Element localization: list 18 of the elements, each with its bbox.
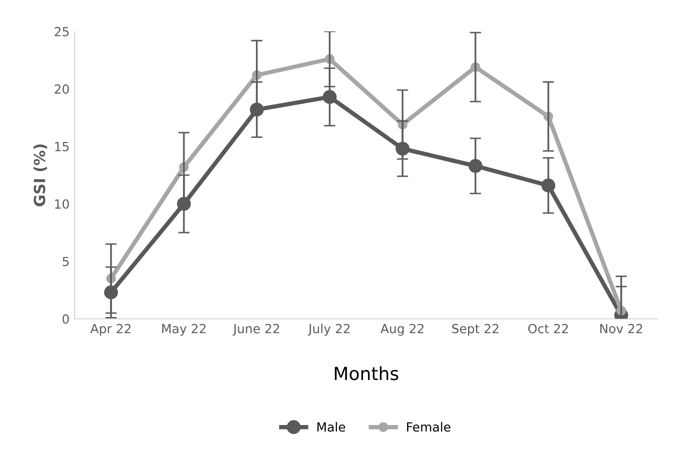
y-tick-label: 0 (62, 314, 69, 324)
y-tick-label: 25 (54, 26, 69, 36)
y-axis-title: GSI (%) (33, 144, 48, 206)
x-tick-label: June 22 (232, 324, 280, 336)
y-tick-label: 20 (54, 84, 69, 94)
x-tick-label: July 22 (308, 324, 350, 336)
x-tick-label: Apr 22 (90, 324, 131, 336)
x-tick-label: Oct 22 (528, 324, 568, 334)
y-tick-label: 5 (62, 256, 69, 266)
x-tick-label: Sept 22 (452, 324, 498, 336)
x-tick-label: May 22 (162, 324, 206, 336)
legend-label: Female (407, 422, 450, 432)
legend-label: Male (317, 422, 346, 432)
x-tick-label: Aug 22 (380, 324, 424, 336)
x-tick-label: Nov 22 (600, 324, 642, 334)
x-axis-title: Months (334, 366, 398, 380)
y-tick-label: 15 (55, 142, 69, 152)
y-tick-label: 10 (55, 199, 69, 209)
